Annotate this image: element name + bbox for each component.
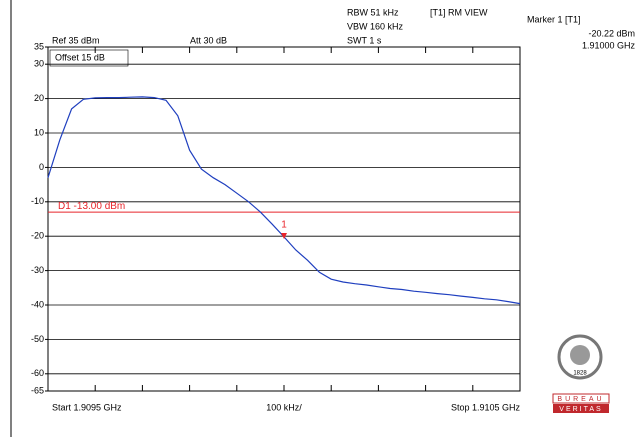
marker-level: -20.22 dBm <box>588 28 635 38</box>
span: 100 kHz/ <box>266 402 302 412</box>
stop: Stop 1.9105 GHz <box>451 402 521 412</box>
logo-bottom: VERITAS <box>559 406 602 413</box>
logo-figure <box>570 345 590 365</box>
y-tick-label: -40 <box>31 299 44 309</box>
swt: SWT 1 s <box>347 35 382 45</box>
rbw: RBW 51 kHz <box>347 7 399 17</box>
y-tick-label: 20 <box>34 93 44 103</box>
logo: 1828 BUREAU VERITAS <box>552 334 610 413</box>
y-tick-label: -20 <box>31 231 44 241</box>
ref: Ref 35 dBm <box>52 35 100 45</box>
y-tick-label: -10 <box>31 196 44 206</box>
start: Start 1.9095 GHz <box>52 402 122 412</box>
marker-freq: 1.91000 GHz <box>582 40 636 50</box>
logo-year: 1828 <box>573 371 587 377</box>
view: [T1] RM VIEW <box>430 7 488 17</box>
offset-box <box>49 49 129 67</box>
y-tick-label: 10 <box>34 127 44 137</box>
y-tick-label: 35 <box>34 41 44 51</box>
att: Att 30 dB <box>190 35 227 45</box>
marker-label: 1 <box>281 220 287 231</box>
vbw: VBW 160 kHz <box>347 21 404 31</box>
offset: Offset 15 dB <box>55 52 105 62</box>
y-tick-label: -50 <box>31 334 44 344</box>
marker-title: Marker 1 [T1] <box>527 14 581 24</box>
y-tick-label: -60 <box>31 368 44 378</box>
logo-band-top <box>552 393 610 404</box>
logo-band-bottom <box>553 404 609 413</box>
y-tick-label: -30 <box>31 265 44 275</box>
logo-top: BUREAU <box>557 396 604 403</box>
marker-point <box>281 232 287 239</box>
y-tick-label: -65 <box>31 385 44 395</box>
y-tick-label: 30 <box>34 59 44 69</box>
display-line-label: D1 -13.00 dBm <box>58 201 125 212</box>
y-tick-label: 0 <box>39 162 44 172</box>
